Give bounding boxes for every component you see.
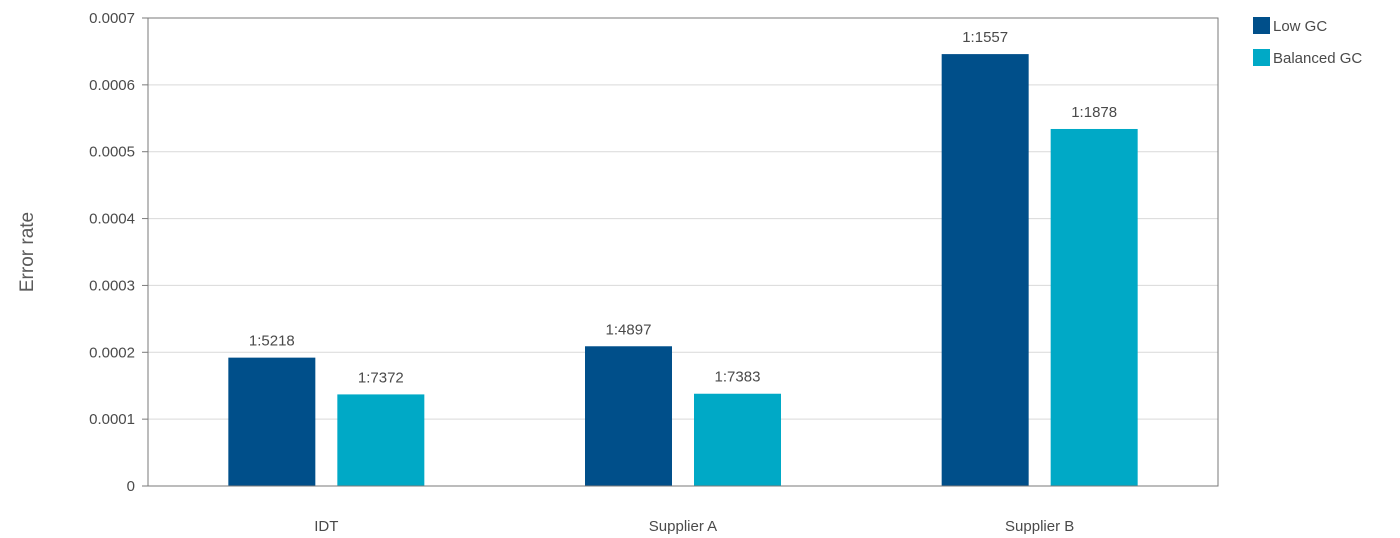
bar — [337, 394, 425, 486]
y-axis-label: Error rate — [17, 212, 38, 292]
data-label: 1:7383 — [715, 369, 761, 386]
plot-frame — [147, 17, 1219, 487]
data-label: 1:4897 — [606, 321, 652, 338]
y-tick-label: 0 — [127, 478, 135, 495]
data-label: 1:1557 — [962, 29, 1008, 46]
y-tick-label: 0.0004 — [89, 211, 135, 228]
data-label: 1:1878 — [1071, 104, 1117, 121]
data-labels: 1:5218 1:7372 1:4897 1:7383 1:1557 1:1878 — [249, 29, 1117, 386]
data-label: 1:5218 — [249, 333, 295, 350]
legend-label: Balanced GC — [1273, 50, 1362, 67]
x-tick-label: IDT — [314, 518, 338, 535]
gridlines — [142, 17, 1218, 487]
bar — [941, 54, 1029, 487]
bar — [1050, 128, 1138, 487]
bar — [585, 346, 672, 486]
data-label: 1:7372 — [358, 369, 404, 386]
x-tick-label: Supplier B — [1005, 518, 1074, 535]
bar — [694, 393, 781, 486]
y-tick-label: 0.0003 — [89, 277, 135, 294]
y-tick-label: 0.0007 — [89, 10, 135, 27]
legend-swatch — [1253, 17, 1270, 34]
y-tick-label: 0.0001 — [89, 411, 135, 428]
legend-label: Low GC — [1273, 18, 1327, 35]
legend-swatch — [1253, 49, 1270, 66]
x-tick-labels: IDT Supplier A Supplier B — [314, 518, 1074, 535]
y-tick-label: 0.0006 — [89, 77, 135, 94]
y-tick-labels: 0 0.0001 0.0002 0.0003 0.0004 0.0005 0.0006 0.0… — [89, 10, 135, 495]
x-tick-label: Supplier A — [649, 518, 717, 535]
bar — [228, 357, 316, 486]
y-tick-label: 0.0005 — [89, 144, 135, 161]
legend: Low GC Balanced GC — [1253, 17, 1362, 67]
bars — [228, 54, 1138, 487]
y-tick-label: 0.0002 — [89, 344, 135, 361]
